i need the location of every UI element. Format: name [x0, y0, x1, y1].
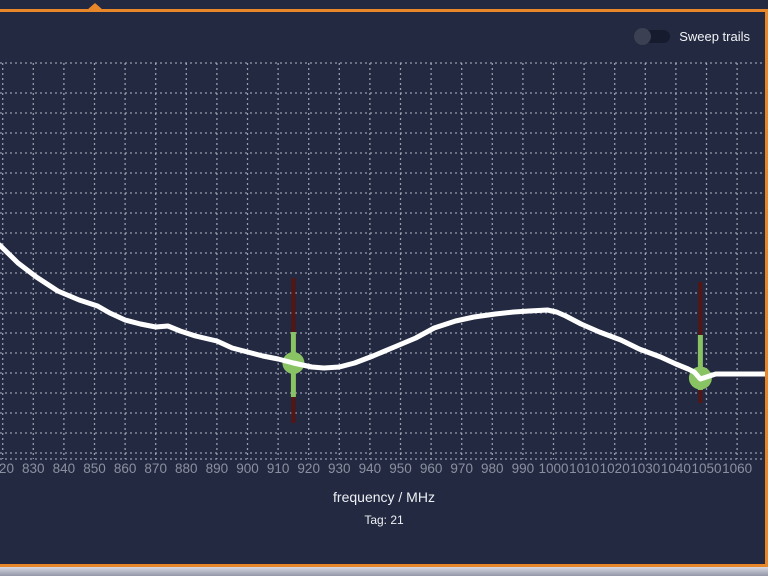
x-tick-label: 950 [389, 461, 412, 476]
top-notch-arrow-icon [87, 3, 103, 10]
x-tick-label: 1040 [660, 461, 691, 476]
x-tick-label: 990 [511, 461, 535, 476]
x-tick-label: 850 [83, 461, 106, 476]
x-tick-label: 980 [481, 461, 504, 476]
x-tick-label: 1010 [569, 461, 600, 476]
tag-label: Tag: 21 [364, 513, 404, 527]
x-tick-label: 900 [236, 461, 259, 476]
sweep-trails-toggle[interactable]: Sweep trails [634, 28, 750, 45]
x-tick-label: 1060 [722, 461, 753, 476]
x-tick-label: 1020 [599, 461, 630, 476]
x-tick-label: 920 [297, 461, 320, 476]
x-tick-label: 910 [266, 461, 290, 476]
x-axis-tick-labels: 820 830 840 850 860 870 880 890 900 910 920 930 940 9… [0, 461, 768, 477]
x-tick-label: 970 [450, 461, 473, 476]
x-tick-label: 960 [419, 461, 443, 476]
window-bottom-edge [0, 567, 768, 576]
toggle-switch-knob[interactable] [634, 28, 652, 45]
x-tick-label: 840 [52, 461, 76, 476]
x-tick-label: 880 [175, 461, 198, 476]
window-bottom-accent-border [0, 564, 768, 567]
x-tick-label: 830 [22, 461, 45, 476]
trace-line [0, 242, 768, 382]
x-axis-title: frequency / MHz [333, 489, 435, 505]
window-top-accent-border [0, 3, 768, 12]
x-tick-label: 860 [113, 461, 137, 476]
x-tick-label: 890 [205, 461, 229, 476]
toggle-label: Sweep trails [679, 29, 750, 44]
x-tick-label: 1030 [630, 461, 661, 476]
x-tick-label: 1050 [691, 461, 722, 476]
x-tick-label: 1000 [538, 461, 569, 476]
x-tick-label: 820 [0, 461, 14, 476]
toggle-switch-track[interactable] [634, 28, 671, 45]
window-right-accent-border [765, 9, 768, 567]
x-tick-label: 870 [144, 461, 167, 476]
x-tick-label: 940 [358, 461, 382, 476]
x-tick-label: 930 [328, 461, 351, 476]
